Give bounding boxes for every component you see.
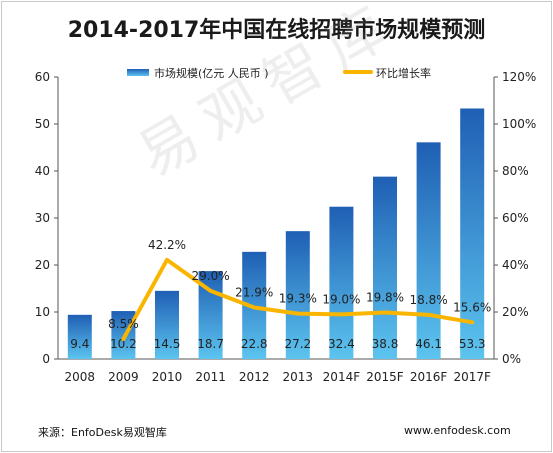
line-value-label: 21.9% — [235, 286, 273, 300]
legend-label-bar: 市场规模(亿元 人民币 ) — [154, 66, 269, 80]
website-link: www.enfodesk.com — [404, 424, 511, 437]
y-left-tick-label: 40 — [35, 164, 50, 178]
line-value-label: 19.0% — [322, 292, 360, 306]
x-tick-label: 2015F — [366, 370, 404, 384]
x-tick-label: 2017F — [453, 370, 491, 384]
bar — [373, 176, 397, 359]
y-right-tick-label: 120% — [502, 70, 536, 84]
x-tick-label: 2016F — [410, 370, 448, 384]
y-left-tick-label: 30 — [35, 211, 50, 225]
x-tick-label: 2010 — [152, 370, 183, 384]
bar — [329, 206, 354, 359]
y-right-tick-label: 20% — [502, 305, 529, 319]
y-right-tick-label: 0% — [502, 352, 521, 366]
x-tick-label: 2013 — [283, 370, 314, 384]
bar — [155, 290, 179, 359]
bar-value-label: 22.8 — [241, 337, 268, 351]
x-tick-label: 2008 — [65, 370, 96, 384]
bar-value-label: 10.2 — [110, 337, 137, 351]
legend-swatch-bar — [127, 69, 149, 76]
y-right-tick-label: 100% — [502, 117, 536, 131]
bar — [285, 231, 310, 359]
y-left-tick-label: 60 — [35, 70, 50, 84]
bar-value-label: 14.5 — [154, 337, 181, 351]
growth-rate-line — [121, 257, 475, 342]
bar-value-label: 38.8 — [372, 337, 399, 351]
line-value-label: 18.8% — [410, 293, 448, 307]
line-value-label: 42.2% — [148, 238, 186, 252]
line-value-label: 19.3% — [279, 292, 317, 306]
legend-label-line: 环比增长率 — [376, 66, 431, 80]
line-value-label: 15.6% — [453, 300, 491, 314]
y-right-tick-label: 80% — [502, 164, 529, 178]
x-tick-label: 2011 — [195, 370, 226, 384]
x-tick-label: 2012 — [239, 370, 270, 384]
bar-value-label: 18.7 — [197, 337, 224, 351]
source-note: 来源：EnfoDesk易观智库 — [38, 426, 167, 439]
x-tick-label: 2009 — [108, 370, 139, 384]
bar — [416, 142, 441, 359]
line-value-label: 29.0% — [192, 269, 230, 283]
y-left-tick-label: 20 — [35, 258, 50, 272]
bar — [67, 314, 92, 359]
bar-value-label: 9.4 — [70, 337, 89, 351]
y-right-tick-label: 60% — [502, 211, 529, 225]
line-value-label: 8.5% — [108, 317, 139, 331]
x-tick-label: 2014F — [323, 370, 361, 384]
bar-value-label: 46.1 — [415, 337, 442, 351]
y-left-tick-label: 10 — [35, 305, 50, 319]
y-left-tick-label: 50 — [35, 117, 50, 131]
chart-title: 2014-2017年中国在线招聘市场规模预测 — [67, 18, 486, 43]
bar-value-label: 27.2 — [284, 337, 311, 351]
bar-value-label: 53.3 — [459, 337, 486, 351]
bar-value-label: 32.4 — [328, 337, 355, 351]
y-right-tick-label: 40% — [502, 258, 529, 272]
line-value-label: 19.8% — [366, 290, 404, 304]
bar — [460, 108, 485, 360]
y-left-tick-label: 0 — [42, 352, 50, 366]
